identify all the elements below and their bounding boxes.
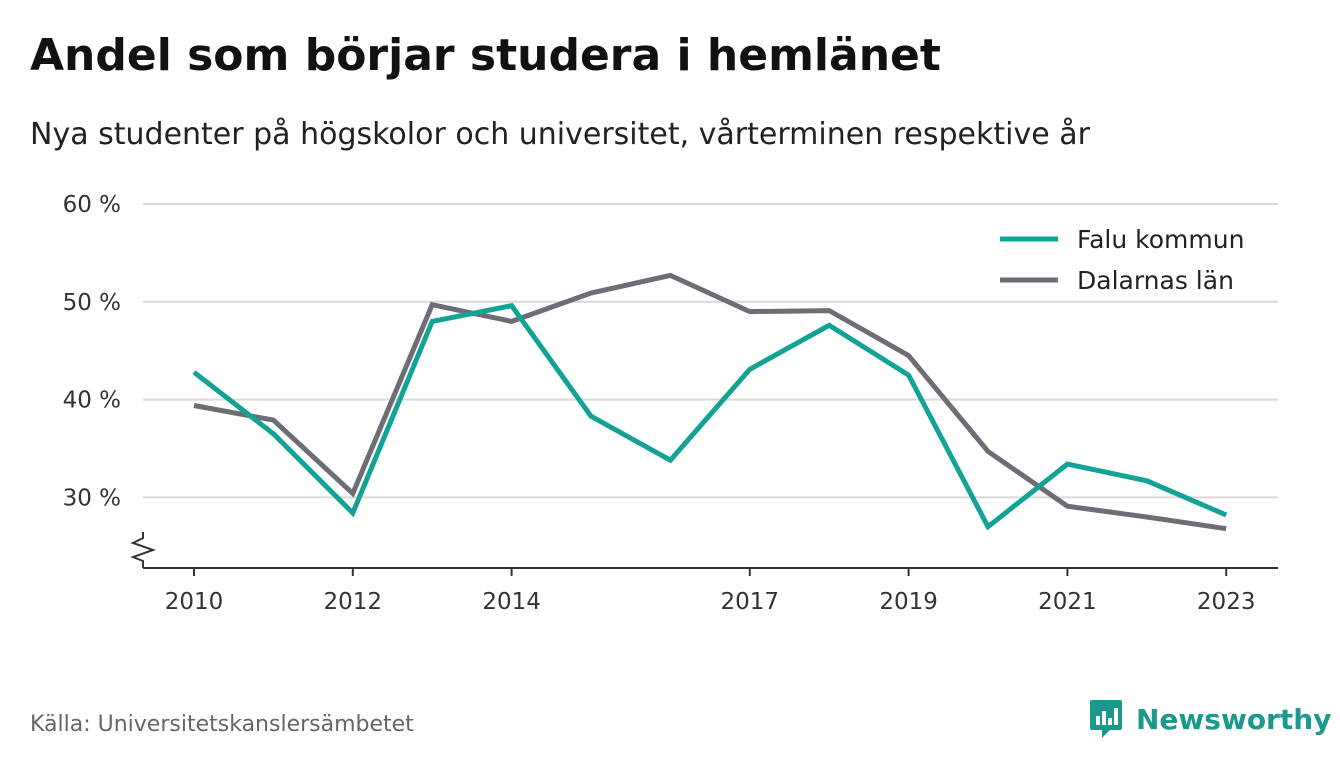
series-lines — [192, 272, 1228, 532]
series-line-dalarnas-lan — [193, 272, 1227, 532]
newsworthy-logo-icon — [1090, 700, 1122, 738]
y-axis-ticks: 60 % 50 % 40 % 30 % — [63, 192, 121, 511]
x-tick-label: 2017 — [721, 589, 780, 615]
x-axis-ticks: 2010 2012 2014 2017 2019 2021 2023 — [165, 568, 1256, 615]
x-axis — [130, 532, 1278, 569]
newsworthy-logo: Newsworthy — [1088, 698, 1331, 740]
chart-subtitle: Nya studenter på högskolor och universit… — [30, 117, 1090, 152]
x-tick-label: 2014 — [482, 589, 541, 615]
series-line-falu-kommun — [192, 302, 1228, 531]
legend: Falu kommun Dalarnas län — [990, 218, 1265, 300]
x-tick-label: 2012 — [324, 589, 383, 615]
y-tick-label: 40 % — [63, 388, 121, 414]
source-note: Källa: Universitetskanslersämbetet — [30, 712, 414, 737]
grid-lines — [143, 203, 1278, 499]
x-tick-label: 2021 — [1038, 589, 1097, 615]
y-tick-label: 30 % — [63, 485, 121, 511]
legend-label: Falu kommun — [1077, 225, 1244, 254]
x-tick-label: 2019 — [879, 589, 938, 615]
x-tick-label: 2010 — [165, 589, 224, 615]
chart-title: Andel som börjar studera i hemlänet — [30, 30, 941, 81]
newsworthy-logo-text: Newsworthy — [1136, 702, 1332, 736]
legend-background — [990, 218, 1265, 300]
y-axis-break-symbol — [130, 532, 157, 568]
x-tick-label: 2023 — [1197, 589, 1256, 615]
legend-label: Dalarnas län — [1077, 266, 1234, 295]
y-tick-label: 50 % — [63, 290, 121, 316]
y-tick-label: 60 % — [63, 192, 121, 218]
